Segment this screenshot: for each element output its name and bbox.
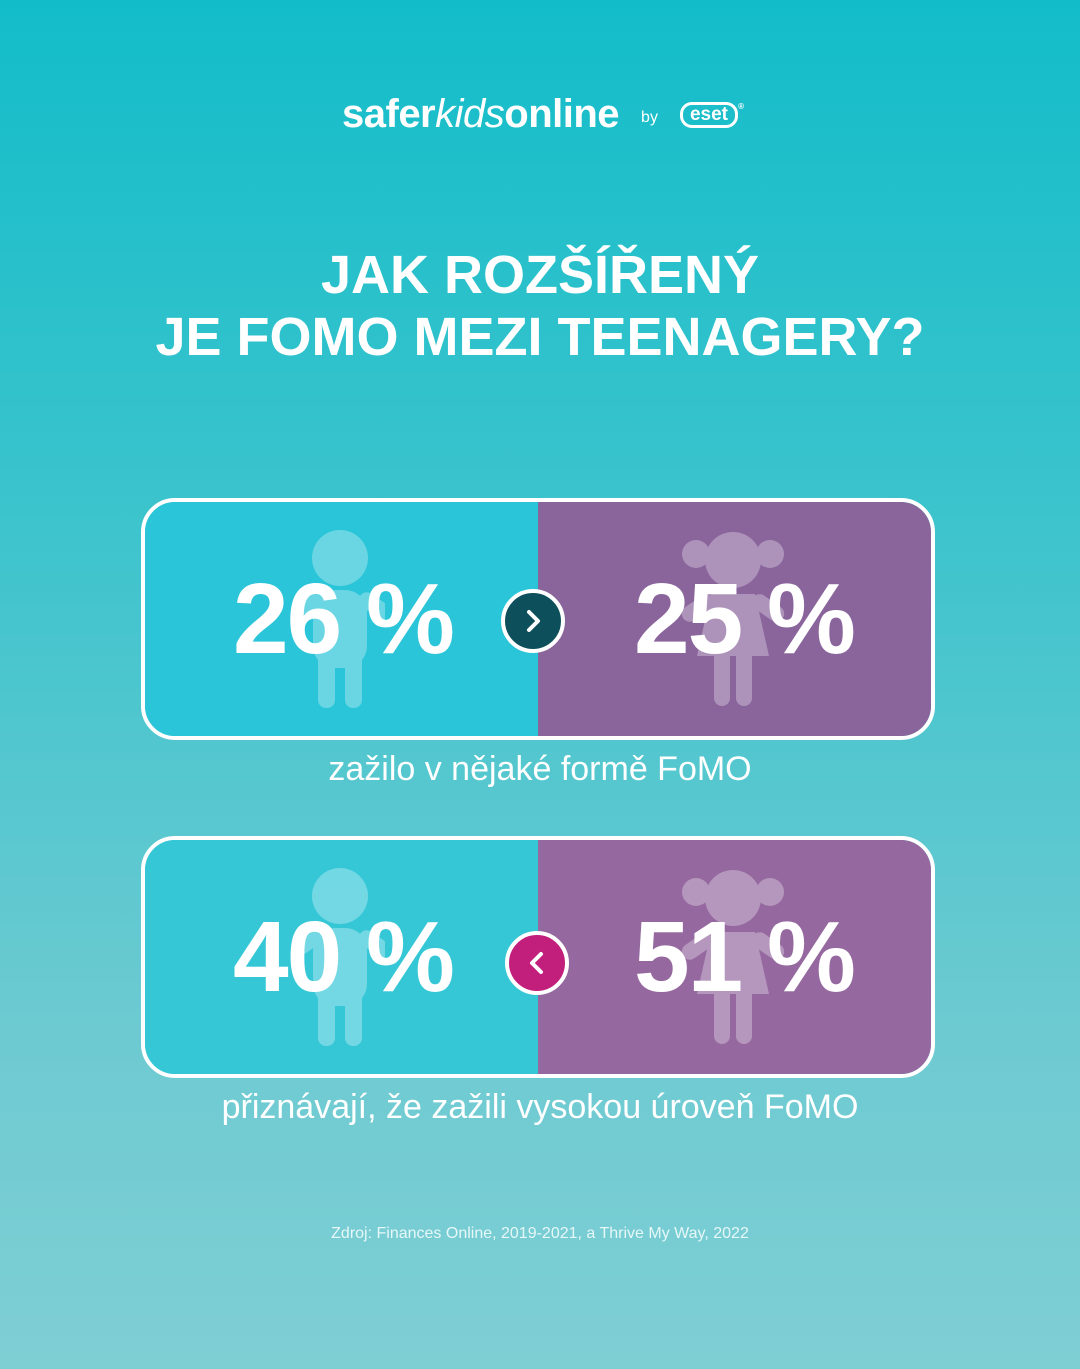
boy-figure-icon [295,868,385,1046]
stat-caption-1: zažilo v nějaké formě FoMO [328,750,752,788]
stat-caption-2: přiznávají, že zažili vysokou úroveň FoM… [221,1088,859,1126]
girls-panel: 51 % [538,840,931,1074]
source-note: Zdroj: Finances Online, 2019-2021, a Thr… [331,1225,749,1242]
eset-logo: eset ® [679,101,744,128]
stat-card-2: 40 % 51 % [141,836,935,1078]
boy-figure-icon [295,530,385,708]
page-title: JAK ROZŠÍŘENÝ JE FOMO MEZI TEENAGERY? [0,244,1080,368]
girls-percentage: 51 % [634,900,856,1013]
title-line-2: JE FOMO MEZI TEENAGERY? [155,307,925,367]
boys-percentage: 40 % [233,900,455,1013]
chevron-right-icon [501,589,565,653]
chevron-left-icon [505,931,569,995]
stat-card-1: 26 % 25 % [141,498,935,740]
girl-figure-icon [681,532,785,706]
girls-panel: 25 % [538,502,931,736]
girl-figure-icon [681,870,785,1044]
saferkidsonline-logo: saferkidsonline [342,92,620,136]
boys-panel: 40 % [145,840,538,1074]
title-line-1: JAK ROZŠÍŘENÝ [320,245,760,305]
brand-by-label: by [641,108,658,126]
boys-percentage: 26 % [233,562,455,675]
girls-percentage: 25 % [634,562,856,675]
boys-panel: 26 % [145,502,538,736]
brand-header: saferkidsonline by eset ® [0,92,1080,137]
